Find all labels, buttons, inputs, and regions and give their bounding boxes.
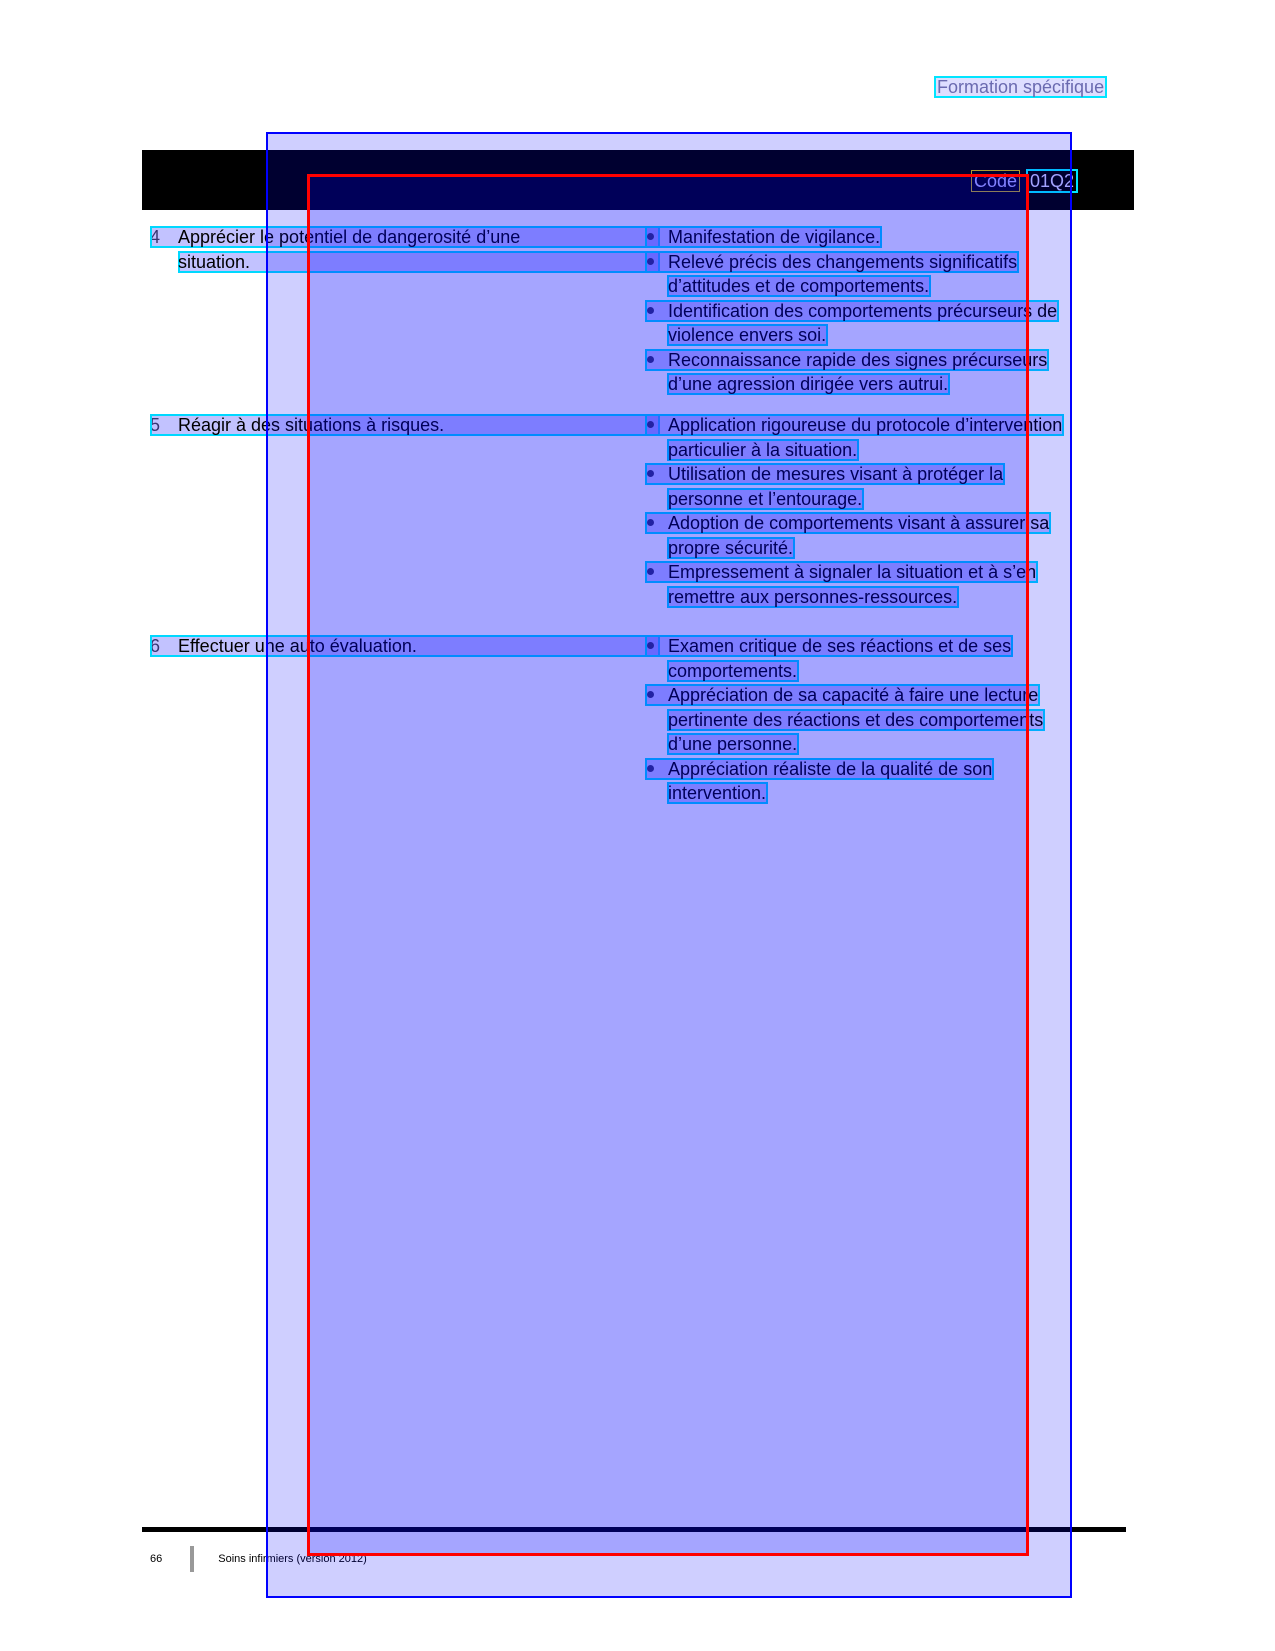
performance-criterion-line: Utilisation de mesures visant à protéger… bbox=[668, 464, 1004, 484]
overlay-line-box bbox=[667, 438, 860, 461]
overlay-line-box bbox=[667, 585, 960, 608]
overlay-line-box bbox=[645, 250, 1020, 273]
bullet-icon bbox=[647, 306, 654, 314]
performance-criterion-line: particulier à la situation. bbox=[668, 439, 858, 460]
bullet-icon bbox=[647, 257, 654, 265]
overlay-line-box bbox=[150, 226, 660, 248]
performance-criterion-line: Relevé précis des changements significat… bbox=[668, 251, 1018, 272]
performance-criterion-line: propre sécurité. bbox=[668, 537, 794, 558]
overlay-line-box bbox=[645, 226, 883, 248]
competency-number: 4 bbox=[150, 227, 161, 247]
overlay-line-box bbox=[667, 373, 951, 395]
bullet-icon bbox=[647, 421, 654, 428]
bullet-icon bbox=[647, 642, 654, 649]
overlay-line-box bbox=[667, 487, 865, 510]
performance-criterion-line: d’attitudes et de comportements. bbox=[668, 276, 930, 296]
overlay-line-box bbox=[150, 635, 660, 657]
performance-criterion-line: violence envers soi. bbox=[668, 325, 827, 345]
overlay-line-box bbox=[667, 536, 796, 559]
overlay-line-box bbox=[667, 275, 932, 297]
overlay-line-box bbox=[645, 512, 1052, 534]
competency-title-line: Effectuer une auto évaluation. bbox=[178, 636, 417, 656]
performance-criterion-line: d’une personne. bbox=[668, 734, 798, 754]
performance-criterion-line: personne et l’entourage. bbox=[668, 488, 863, 509]
competency-number: 6 bbox=[150, 636, 161, 656]
overlay-line-box bbox=[667, 659, 800, 682]
performance-criterion-line: intervention. bbox=[668, 783, 767, 803]
performance-criterion-line: Adoption de comportements visant à assur… bbox=[668, 513, 1050, 533]
bullet-icon bbox=[647, 519, 654, 526]
performance-criterion-line: Appréciation de sa capacité à faire une … bbox=[668, 685, 1039, 705]
overlay-line-box bbox=[645, 635, 1014, 657]
bullet-icon bbox=[647, 568, 654, 575]
performance-criterion-line: Application rigoureuse du protocole d’in… bbox=[668, 415, 1063, 435]
page-number: 66 bbox=[150, 1552, 163, 1565]
competency-number: 5 bbox=[150, 415, 161, 435]
overlay-line-box bbox=[150, 414, 660, 436]
overlay-line-box bbox=[667, 708, 1046, 731]
header-section-label: Formation spécifique bbox=[934, 76, 1108, 98]
performance-criterion-line: Identification des comportements précurs… bbox=[668, 300, 1058, 321]
bullet-icon bbox=[647, 233, 654, 240]
performance-criterion-line: remettre aux personnes-ressources. bbox=[668, 586, 958, 607]
performance-criterion-line: Reconnaissance rapide des signes précurs… bbox=[668, 349, 1048, 370]
bullet-icon bbox=[647, 691, 654, 698]
overlay-line-box bbox=[645, 684, 1041, 706]
overlay-line-box bbox=[645, 299, 1060, 322]
performance-criterion-line: comportements. bbox=[668, 660, 798, 681]
competency-title-line: Réagir à des situations à risques. bbox=[178, 415, 445, 435]
footer-separator bbox=[190, 1546, 195, 1572]
performance-criterion-line: d’une agression dirigée vers autrui. bbox=[668, 374, 949, 394]
performance-criterion-line: Appréciation réaliste de la qualité de s… bbox=[668, 758, 993, 779]
overlay-line-box bbox=[667, 782, 769, 804]
competency-title-line: situation. bbox=[178, 251, 251, 272]
performance-criterion-line: pertinente des réactions et des comporte… bbox=[668, 709, 1044, 730]
overlay-line-box bbox=[645, 463, 1006, 485]
performance-criterion-line: Empressement à signaler la situation et … bbox=[668, 562, 1037, 582]
overlay-red-region bbox=[307, 174, 1029, 1556]
bullet-icon bbox=[647, 764, 654, 772]
overlay-line-box bbox=[178, 250, 660, 273]
overlay-line-box bbox=[645, 561, 1039, 583]
overlay-line-box bbox=[645, 348, 1050, 371]
overlay-line-box bbox=[645, 414, 1065, 436]
overlay-line-box bbox=[667, 733, 800, 755]
overlay-line-box bbox=[667, 324, 829, 346]
footer-rule bbox=[142, 1527, 1126, 1532]
overlay-line-box bbox=[645, 757, 995, 780]
performance-criterion-line: Examen critique de ses réactions et de s… bbox=[668, 636, 1012, 656]
bullet-icon bbox=[647, 355, 654, 363]
performance-criterion-line: Manifestation de vigilance. bbox=[668, 227, 881, 247]
overlay-blue-region bbox=[266, 132, 1072, 1598]
bullet-icon bbox=[647, 470, 654, 477]
competency-title-line: Apprécier le potentiel de dangerosité d’… bbox=[178, 227, 521, 247]
code-value: 01Q2 bbox=[1026, 169, 1079, 193]
